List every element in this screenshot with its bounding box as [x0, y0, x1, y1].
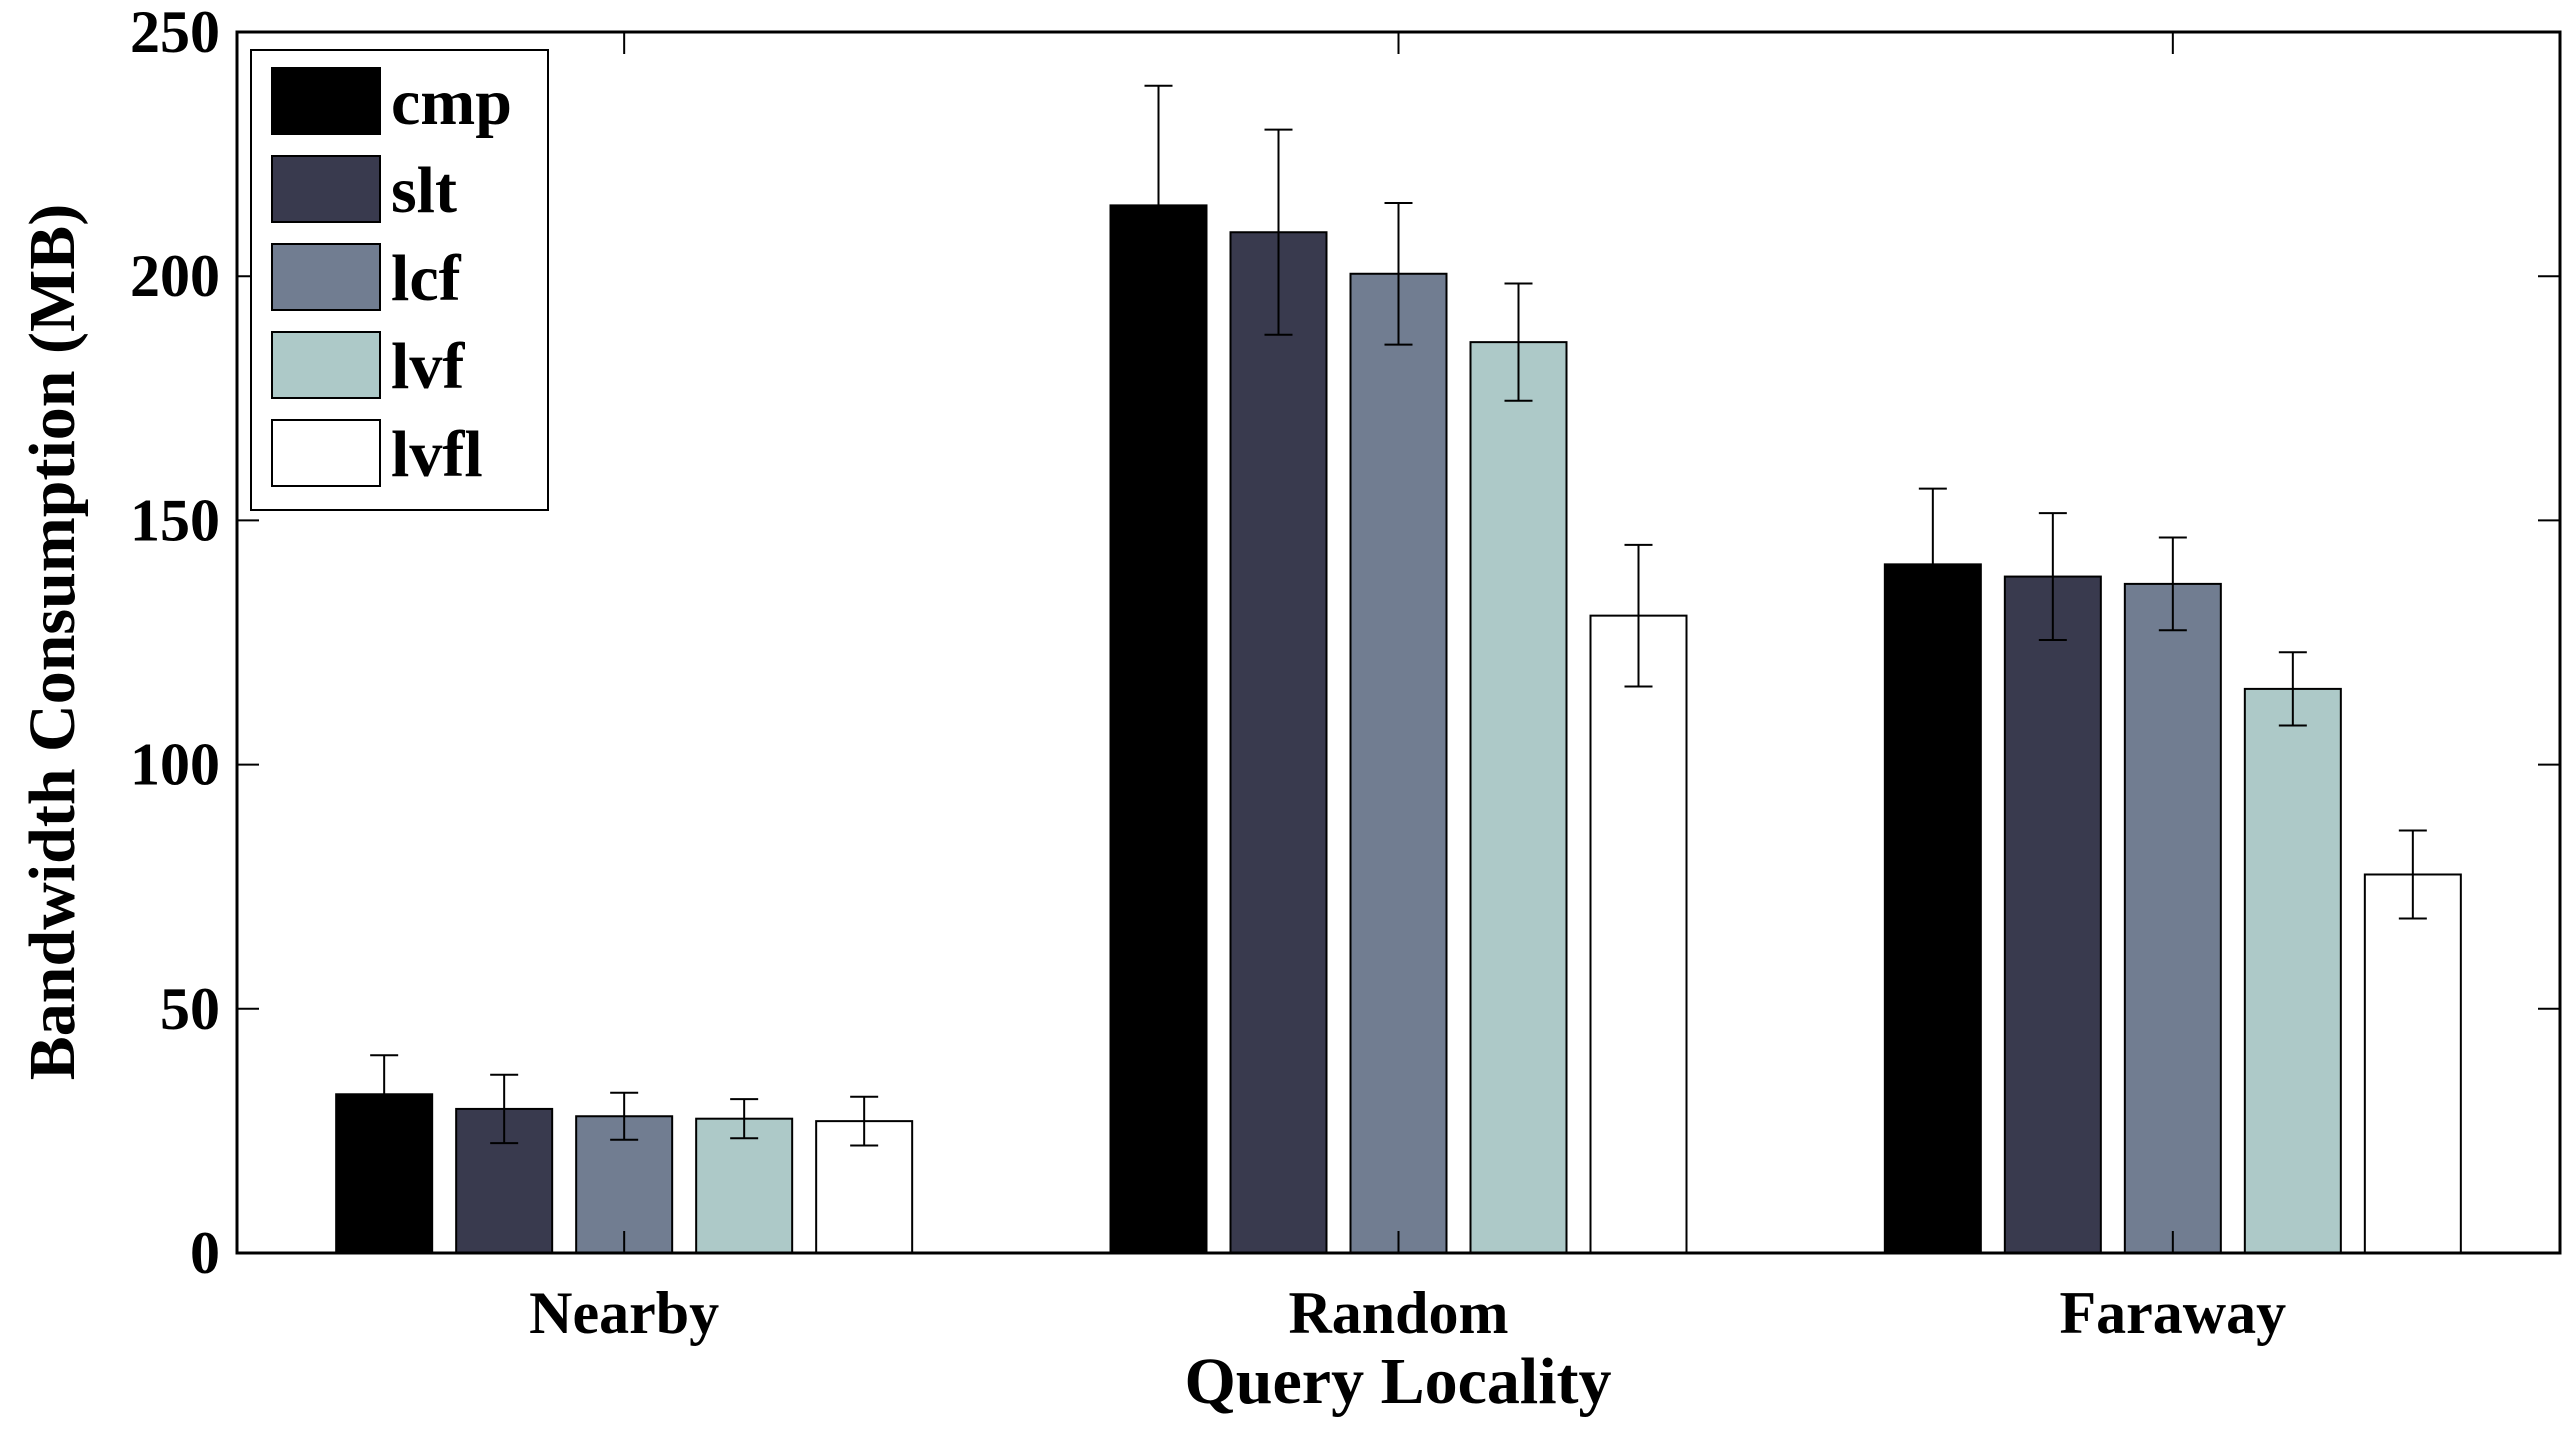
- y-tick-label: 0: [190, 1220, 220, 1286]
- legend-swatch-lvfl: [271, 419, 381, 487]
- legend-swatch-lcf: [271, 243, 381, 311]
- error-bars-group: [370, 84, 2427, 1147]
- y-tick-label: 250: [130, 0, 220, 65]
- bars-group: [335, 204, 2462, 1255]
- bar-cmp-random: [1109, 204, 1208, 1255]
- bar-lcf-faraway: [2123, 582, 2222, 1254]
- legend-label-cmp: cmp: [391, 66, 512, 139]
- legend-label-lvf: lvf: [391, 330, 465, 403]
- legend-swatch-lvf: [271, 331, 381, 399]
- bar-cmp-faraway: [1883, 563, 1982, 1254]
- legend-swatch-cmp: [271, 67, 381, 135]
- x-axis: Nearby Random Faraway: [529, 32, 2286, 1346]
- bar-lvfl-random: [1589, 614, 1688, 1254]
- bar-lvf-faraway: [2243, 687, 2342, 1254]
- legend: cmp slt lcf lvf lvfl: [250, 49, 549, 511]
- x-tick-label-faraway: Faraway: [2060, 1280, 2287, 1346]
- y-tick-label: 50: [160, 976, 220, 1042]
- y-axis-title: Bandwidth Consumption (MB): [16, 204, 89, 1081]
- bar-slt-random: [1229, 231, 1328, 1254]
- bar-lvfl-faraway: [2363, 873, 2462, 1254]
- y-tick-label: 150: [130, 487, 220, 553]
- y-tick-label: 100: [130, 732, 220, 798]
- bar-lcf-random: [1349, 272, 1448, 1254]
- x-axis-title: Query Locality: [1184, 1345, 1611, 1418]
- legend-label-slt: slt: [391, 154, 457, 227]
- x-tick-label-nearby: Nearby: [529, 1280, 719, 1346]
- y-axis: 0 50 100 150 200 250: [130, 0, 2560, 1286]
- legend-label-lcf: lcf: [391, 242, 462, 315]
- legend-swatch-slt: [271, 155, 381, 223]
- x-tick-label-random: Random: [1288, 1280, 1508, 1346]
- y-tick-label: 200: [130, 243, 220, 309]
- legend-label-lvfl: lvfl: [391, 418, 483, 491]
- bar-lvf-random: [1469, 341, 1568, 1255]
- bar-slt-faraway: [2003, 575, 2102, 1254]
